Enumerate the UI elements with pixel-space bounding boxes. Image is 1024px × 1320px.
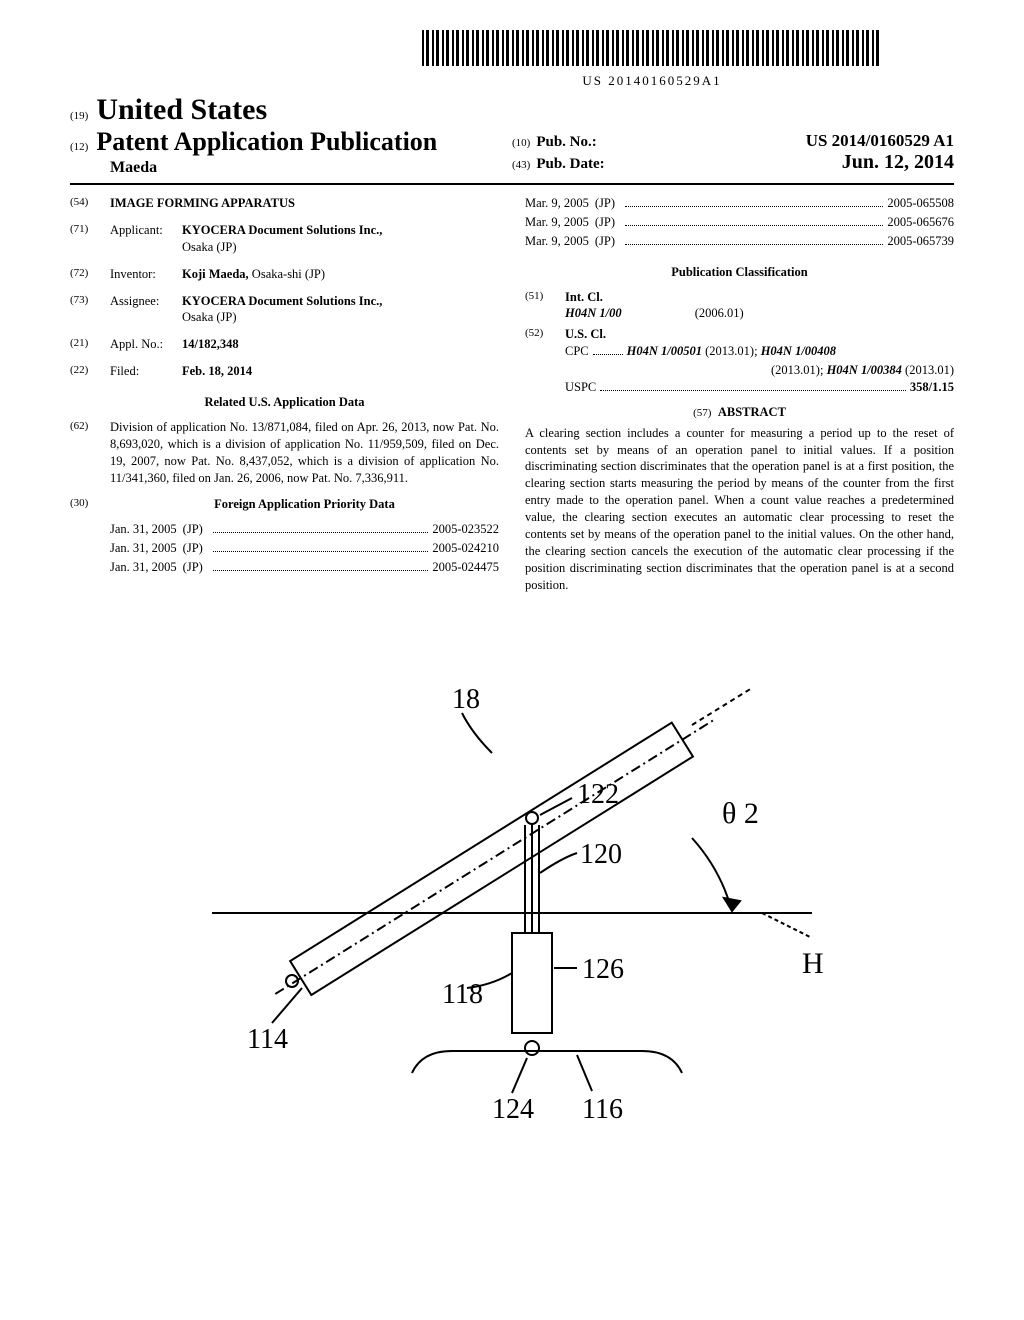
priority-date: Jan. 31, 2005 (110, 540, 177, 557)
division-text: Division of application No. 13/871,084, … (110, 419, 499, 487)
priority-date: Mar. 9, 2005 (525, 195, 589, 212)
left-column: (54) IMAGE FORMING APPARATUS (71) Applic… (70, 195, 499, 593)
fig-label-116: 116 (582, 1094, 623, 1123)
code-72: (72) (70, 266, 110, 283)
cpc-2: H04N 1/00408 (761, 344, 836, 358)
code-30: (30) (70, 496, 110, 513)
foreign-priority-title: Foreign Application Priority Data (110, 496, 499, 513)
uspc-label: USPC (565, 379, 596, 396)
inventor-label: Inventor: (110, 266, 182, 283)
priority-num: 2005-024475 (432, 559, 499, 576)
priority-list-right: Mar. 9, 2005(JP)2005-065508 Mar. 9, 2005… (525, 195, 954, 250)
applno-label: Appl. No.: (110, 336, 182, 353)
right-column: Mar. 9, 2005(JP)2005-065508 Mar. 9, 2005… (525, 195, 954, 593)
code-12: (12) (70, 141, 88, 153)
related-title: Related U.S. Application Data (70, 394, 499, 411)
code-54: (54) (70, 195, 110, 212)
country-title: United States (96, 93, 267, 127)
fig-label-H: H (802, 947, 824, 980)
applicant-loc: Osaka (JP) (182, 240, 237, 254)
figure-svg: 18 114 118 122 120 126 124 116 θ 2 H (162, 653, 862, 1123)
uscl-label: U.S. Cl. (565, 327, 606, 341)
priority-date: Mar. 9, 2005 (525, 233, 589, 250)
cpc-label: CPC (565, 343, 589, 360)
priority-country: (JP) (177, 540, 209, 557)
fig-label-theta: θ 2 (722, 797, 759, 830)
code-10: (10) (512, 137, 530, 149)
priority-country: (JP) (177, 559, 209, 576)
fig-label-120: 120 (580, 839, 622, 870)
intcl-label: Int. Cl. (565, 290, 603, 304)
code-73: (73) (70, 293, 110, 327)
code-51: (51) (525, 289, 565, 323)
applicant-label: Applicant: (110, 222, 182, 256)
assignee-loc: Osaka (JP) (182, 310, 237, 324)
priority-num: 2005-024210 (432, 540, 499, 557)
cpc-3: H04N 1/00384 (827, 363, 902, 377)
patent-figure: 18 114 118 122 120 126 124 116 θ 2 H (70, 653, 954, 1128)
pubdate-label: Pub. Date: (536, 156, 604, 173)
intcl-date: (2006.01) (695, 306, 744, 320)
fig-label-18: 18 (452, 684, 480, 715)
cpc-3-date: (2013.01) (905, 363, 954, 377)
assignee-name: KYOCERA Document Solutions Inc., (182, 294, 382, 308)
priority-num: 2005-065676 (887, 214, 954, 231)
priority-date: Jan. 31, 2005 (110, 521, 177, 538)
priority-num: 2005-065508 (887, 195, 954, 212)
code-21: (21) (70, 336, 110, 353)
priority-list-left: Jan. 31, 2005(JP)2005-023522 Jan. 31, 20… (110, 521, 499, 576)
barcode-block: US 20140160529A1 (350, 30, 954, 89)
pubdate-value: Jun. 12, 2014 (842, 151, 954, 174)
classification-title: Publication Classification (525, 264, 954, 281)
inventor-name: Koji Maeda, (182, 267, 249, 281)
barcode-graphic (422, 30, 882, 66)
code-62: (62) (70, 419, 110, 487)
priority-country: (JP) (589, 233, 621, 250)
abstract-text: A clearing section includes a counter fo… (525, 425, 954, 594)
code-71: (71) (70, 222, 110, 256)
cpc-1-date: (2013.01); (705, 344, 757, 358)
priority-country: (JP) (177, 521, 209, 538)
code-19: (19) (70, 110, 88, 122)
body-columns: (54) IMAGE FORMING APPARATUS (71) Applic… (70, 195, 954, 593)
priority-country: (JP) (589, 195, 621, 212)
fig-label-124: 124 (492, 1094, 534, 1123)
filed-value: Feb. 18, 2014 (182, 363, 499, 380)
uspc-value: 358/1.15 (910, 379, 954, 396)
barcode-text: US 20140160529A1 (350, 73, 954, 89)
filed-label: Filed: (110, 363, 182, 380)
pubno-label: Pub. No.: (536, 134, 596, 151)
cpc-1: H04N 1/00501 (627, 344, 702, 358)
priority-num: 2005-023522 (432, 521, 499, 538)
pubno-value: US 2014/0160529 A1 (806, 131, 954, 151)
priority-date: Mar. 9, 2005 (525, 214, 589, 231)
priority-date: Jan. 31, 2005 (110, 559, 177, 576)
fig-label-118: 118 (442, 979, 483, 1010)
cpc-2-date: (2013.01); (771, 363, 823, 377)
fig-label-114: 114 (247, 1024, 288, 1055)
author-name: Maeda (110, 159, 512, 177)
applno-value: 14/182,348 (182, 336, 499, 353)
code-57: (57) (693, 407, 711, 419)
code-43: (43) (512, 159, 530, 171)
code-22: (22) (70, 363, 110, 380)
fig-label-126: 126 (582, 954, 624, 985)
intcl-class: H04N 1/00 (565, 306, 622, 320)
inventor-loc: Osaka-shi (JP) (252, 267, 325, 281)
header: (19) United States (12) Patent Applicati… (70, 93, 954, 185)
invention-title: IMAGE FORMING APPARATUS (110, 195, 499, 212)
fig-label-122: 122 (577, 779, 619, 810)
code-52: (52) (525, 326, 565, 398)
applicant-name: KYOCERA Document Solutions Inc., (182, 223, 382, 237)
priority-country: (JP) (589, 214, 621, 231)
priority-num: 2005-065739 (887, 233, 954, 250)
publication-title: Patent Application Publication (96, 127, 437, 157)
assignee-label: Assignee: (110, 293, 182, 327)
abstract-label: ABSTRACT (718, 405, 786, 419)
